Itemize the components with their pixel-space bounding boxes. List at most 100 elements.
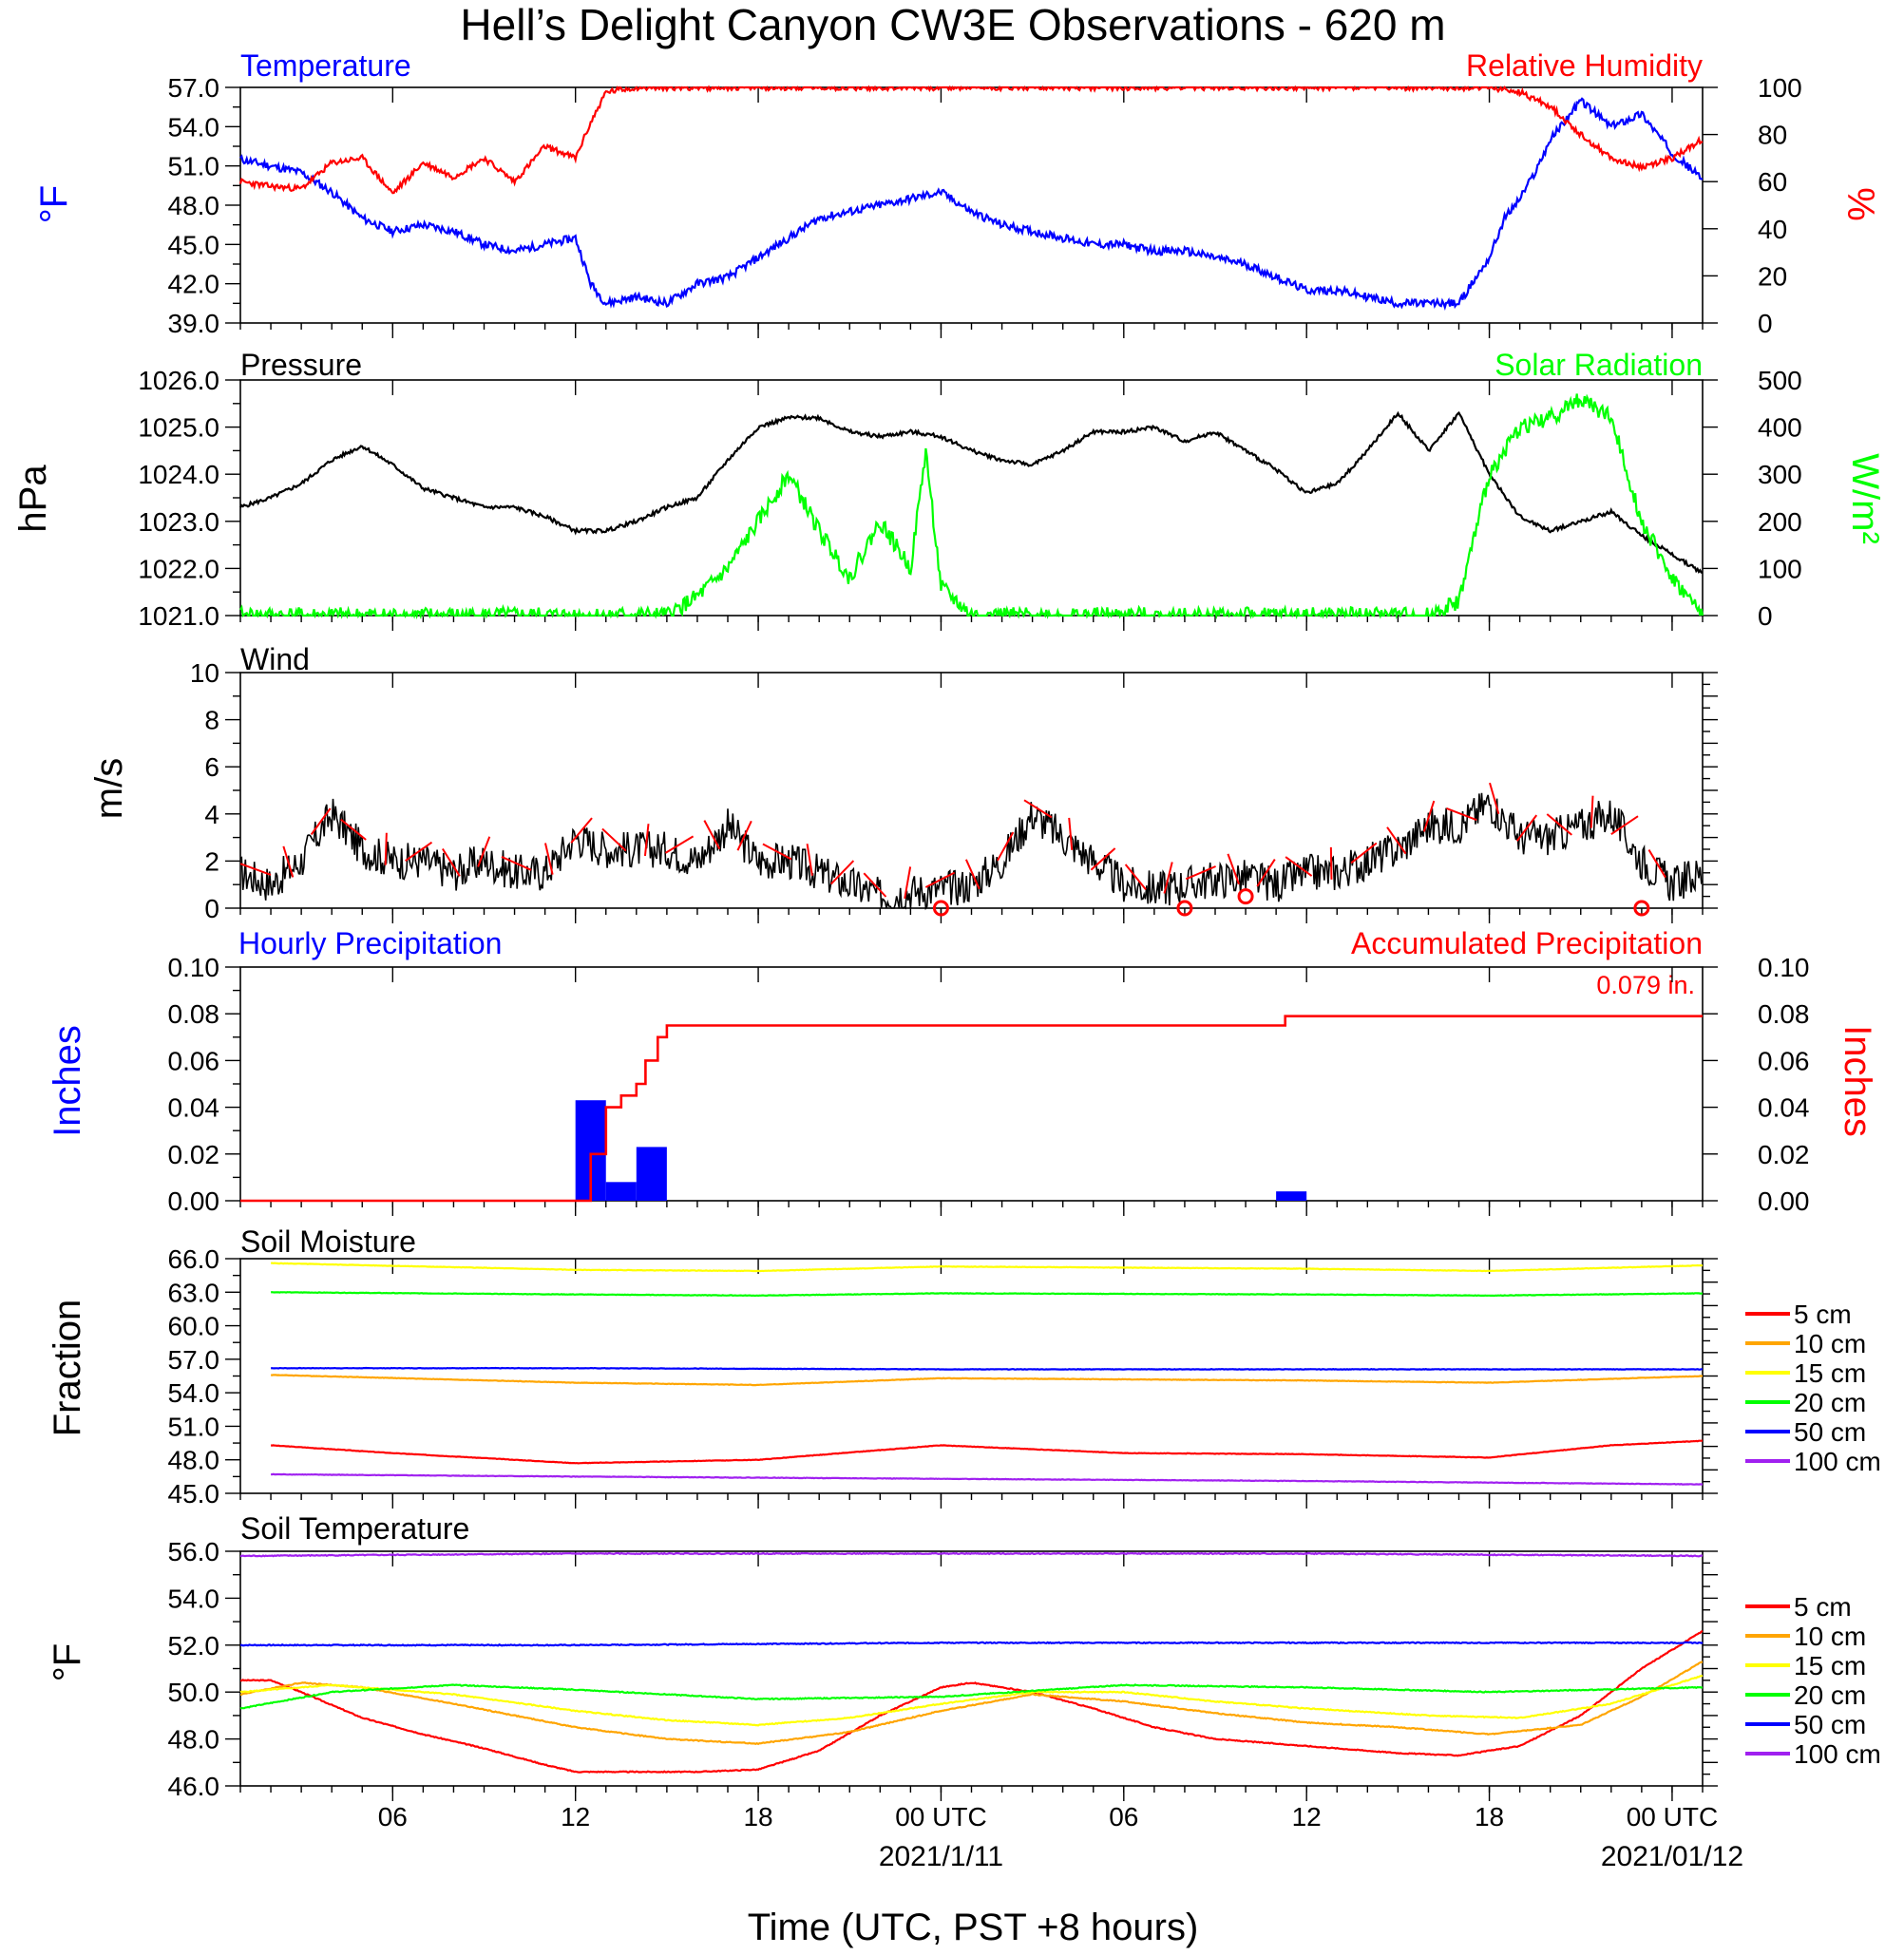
wind-barb xyxy=(1422,800,1436,832)
x-date-label: 2021/1/11 xyxy=(879,1841,1003,1872)
pressure-unit: hPa xyxy=(12,465,54,533)
calm-marker xyxy=(1237,888,1254,905)
wind-barb xyxy=(1610,815,1639,836)
wind-barb xyxy=(643,824,650,857)
y-tick-label: 51.0 xyxy=(168,152,220,181)
legend-label: 50 cm xyxy=(1794,1417,1866,1447)
y-tick-label: 2 xyxy=(204,846,219,876)
wind-barb xyxy=(1285,856,1313,877)
soil-temp-unit: °F xyxy=(47,1643,88,1681)
wind-barb xyxy=(1227,853,1240,885)
x-tick-label: 06 xyxy=(1109,1802,1138,1832)
solar-label: Solar Radiation xyxy=(1495,348,1703,382)
wind-barb xyxy=(1590,795,1594,828)
wind-barb xyxy=(1068,817,1074,850)
series-relative-humidity xyxy=(238,85,1704,195)
y-tick-label: 0.02 xyxy=(168,1140,220,1169)
precip-bar xyxy=(636,1147,667,1201)
y-tick-label: 57.0 xyxy=(168,73,220,103)
series-20-cm xyxy=(271,1291,1704,1298)
x-tick-label: 00 UTC xyxy=(895,1802,986,1832)
wind-barb xyxy=(543,843,554,875)
y-tick-label: 1023.0 xyxy=(138,507,219,537)
x-tick-label: 18 xyxy=(743,1802,772,1832)
y-tick-label: 39.0 xyxy=(168,309,220,338)
series-50-cm xyxy=(239,1641,1704,1647)
panel-precipitation: Hourly Precipitation Accumulated Precipi… xyxy=(47,926,1878,1216)
temperature-label: Temperature xyxy=(240,48,411,83)
x-date-label: 2021/01/12 xyxy=(1601,1841,1743,1872)
humidity-unit: % xyxy=(1839,187,1881,221)
wind-barb xyxy=(1256,859,1276,887)
series-15-cm xyxy=(271,1262,1704,1273)
y-tick-label: 54.0 xyxy=(168,1378,220,1408)
y-tick-label: 57.0 xyxy=(168,1345,220,1375)
y-tick-label: 0.00 xyxy=(168,1186,220,1216)
series-100-cm xyxy=(239,1551,1704,1558)
y-tick-label: 60.0 xyxy=(168,1312,220,1341)
y-right-tick-label: 0.10 xyxy=(1758,953,1810,982)
humidity-label: Relative Humidity xyxy=(1466,48,1703,83)
wind-barb xyxy=(384,832,388,865)
legend-label: 20 cm xyxy=(1794,1388,1866,1417)
y-tick-label: 42.0 xyxy=(168,270,220,299)
y-right-tick-label: 20 xyxy=(1758,261,1787,291)
legend-label: 10 cm xyxy=(1794,1622,1866,1651)
x-tick-label: 12 xyxy=(561,1802,590,1832)
y-tick-label: 54.0 xyxy=(168,112,220,142)
wind-barb xyxy=(1090,847,1116,871)
wind-barb xyxy=(601,827,627,852)
solar-unit: W/m² xyxy=(1844,453,1886,544)
x-tick-label: 06 xyxy=(378,1802,408,1832)
accum-precip-label: Accumulated Precipitation xyxy=(1351,926,1703,960)
legend-label: 10 cm xyxy=(1794,1329,1866,1358)
wind-barb xyxy=(863,872,887,898)
soil-moisture-label: Soil Moisture xyxy=(240,1224,416,1259)
wind-barb xyxy=(736,820,752,851)
wind-barb xyxy=(442,847,461,877)
plot-frame xyxy=(239,966,1704,1202)
panel-soil-moisture: Soil Moisture Fraction 66.063.060.057.05… xyxy=(47,1224,1881,1509)
x-tick-label: 00 UTC xyxy=(1627,1802,1718,1832)
series-pressure xyxy=(239,410,1704,574)
y-right-tick-label: 0.06 xyxy=(1758,1046,1810,1075)
legend-label: 5 cm xyxy=(1794,1300,1852,1329)
panel-wind: Wind m/s 10 8 6 4 2 0 xyxy=(88,642,1718,923)
pressure-label: Pressure xyxy=(240,348,362,382)
accumulated-precip-line xyxy=(240,1015,1703,1203)
wind-barb xyxy=(1546,813,1572,836)
y-right-tick-label: 400 xyxy=(1758,413,1802,443)
y-right-tick-label: 0.00 xyxy=(1758,1186,1810,1216)
x-tick-label: 18 xyxy=(1475,1802,1504,1832)
wind-barb xyxy=(570,817,593,844)
wind-barb xyxy=(477,836,491,867)
calm-marker xyxy=(1176,900,1193,917)
y-tick-label: 50.0 xyxy=(168,1678,220,1707)
wind-barb xyxy=(282,845,295,878)
y-right-tick-label: 60 xyxy=(1758,167,1787,197)
wind-barb xyxy=(762,843,792,861)
y-right-tick-label: 40 xyxy=(1758,215,1787,244)
plot-frame xyxy=(239,86,1704,324)
series-5-cm xyxy=(239,1629,1704,1774)
wind-barb xyxy=(405,841,433,863)
wind-barb xyxy=(1163,862,1173,894)
y-tick-label: 46.0 xyxy=(168,1772,220,1801)
y-tick-label: 45.0 xyxy=(168,230,220,259)
precip-bar xyxy=(605,1182,637,1201)
y-right-tick-label: 0.04 xyxy=(1758,1093,1810,1123)
x-axis-title: Time (UTC, PST +8 hours) xyxy=(748,1907,1199,1948)
y-tick-label: 48.0 xyxy=(168,191,220,220)
wind-barb xyxy=(996,831,1015,862)
accum-total-label: 0.079 in. xyxy=(1596,971,1695,999)
hourly-precip-label: Hourly Precipitation xyxy=(238,926,502,960)
calm-marker xyxy=(1633,900,1650,917)
wind-barb xyxy=(310,807,332,836)
y-right-tick-label: 200 xyxy=(1758,507,1802,537)
y-tick-label: 52.0 xyxy=(168,1631,220,1661)
x-tick-label: 12 xyxy=(1292,1802,1322,1832)
y-tick-label: 0.06 xyxy=(168,1046,220,1075)
y-tick-label: 66.0 xyxy=(168,1244,220,1274)
legend-label: 50 cm xyxy=(1794,1710,1866,1739)
